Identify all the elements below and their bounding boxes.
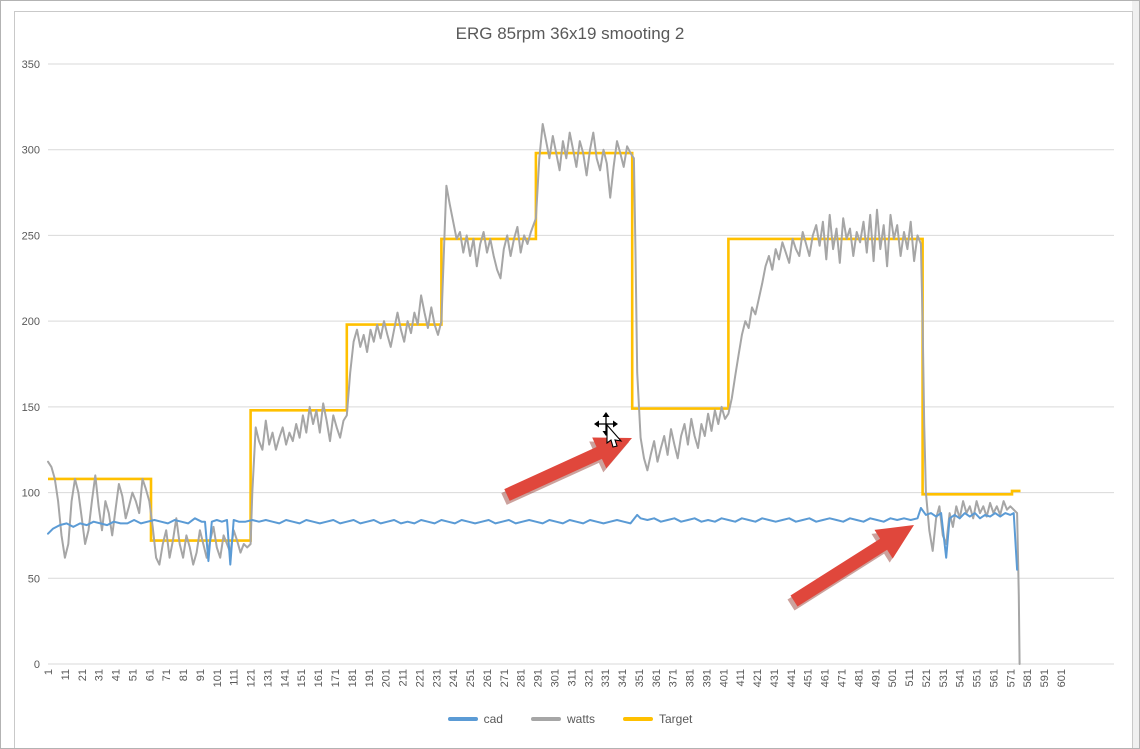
x-tick-label: 1 bbox=[43, 669, 55, 675]
x-tick-label: 491 bbox=[870, 669, 882, 687]
legend-item-watts[interactable]: watts bbox=[530, 712, 595, 726]
x-tick-label: 571 bbox=[1005, 669, 1017, 687]
cad-line[interactable] bbox=[47, 507, 1019, 571]
x-tick-label: 161 bbox=[313, 669, 325, 687]
x-tick-label: 21 bbox=[77, 669, 89, 681]
legend-label: watts bbox=[566, 712, 595, 726]
x-tick-label: 471 bbox=[837, 669, 849, 687]
arrow-to-watts-drop[interactable] bbox=[504, 437, 632, 501]
y-tick-label: 350 bbox=[22, 59, 40, 71]
x-tick-label: 171 bbox=[330, 669, 342, 687]
x-tick-label: 41 bbox=[111, 669, 123, 681]
x-tick-label: 561 bbox=[988, 669, 1000, 687]
x-tick-label: 521 bbox=[921, 669, 933, 687]
move-cursor-icon bbox=[602, 412, 610, 417]
legend-label: cad bbox=[483, 712, 503, 726]
x-tick-label: 221 bbox=[414, 669, 426, 687]
legend-item-target[interactable]: Target bbox=[623, 712, 692, 726]
x-tick-label: 431 bbox=[769, 669, 781, 687]
x-tick-label: 111 bbox=[229, 669, 241, 686]
x-tick-label: 241 bbox=[448, 669, 460, 687]
y-tick-label: 100 bbox=[22, 488, 40, 500]
x-tick-label: 341 bbox=[617, 669, 629, 687]
x-tick-label: 251 bbox=[465, 669, 477, 687]
x-tick-label: 11 bbox=[60, 669, 72, 680]
move-cursor-icon bbox=[613, 420, 618, 428]
move-cursor-icon bbox=[594, 420, 599, 428]
x-tick-label: 391 bbox=[701, 669, 713, 687]
x-tick-label: 531 bbox=[938, 669, 950, 687]
x-tick-label: 451 bbox=[803, 669, 815, 687]
x-tick-label: 301 bbox=[549, 669, 561, 687]
x-tick-label: 501 bbox=[887, 669, 899, 687]
y-tick-label: 300 bbox=[22, 145, 40, 157]
x-tick-label: 121 bbox=[246, 669, 258, 687]
x-tick-label: 331 bbox=[600, 669, 612, 687]
x-tick-label: 61 bbox=[144, 669, 156, 681]
legend-swatch bbox=[623, 717, 653, 721]
x-tick-label: 511 bbox=[904, 669, 916, 687]
x-tick-label: 541 bbox=[955, 669, 967, 687]
x-tick-label: 421 bbox=[752, 669, 764, 687]
pointer-cursor-icon bbox=[606, 423, 623, 448]
x-tick-label: 181 bbox=[347, 669, 359, 687]
legend-swatch bbox=[530, 717, 561, 721]
x-tick-label: 591 bbox=[1039, 669, 1051, 687]
x-tick-label: 351 bbox=[634, 669, 646, 687]
x-tick-label: 131 bbox=[262, 669, 274, 687]
chart-title[interactable]: ERG 85rpm 36x19 smooting 2 bbox=[455, 24, 685, 43]
x-tick-label: 461 bbox=[820, 669, 832, 687]
y-tick-label: 50 bbox=[28, 573, 40, 585]
x-tick-label: 581 bbox=[1022, 669, 1034, 687]
x-tick-label: 261 bbox=[482, 669, 494, 687]
x-tick-label: 281 bbox=[516, 669, 528, 687]
x-tick-label: 31 bbox=[94, 669, 106, 681]
x-tick-label: 91 bbox=[195, 669, 207, 681]
chart-legend: cad watts Target bbox=[15, 712, 1125, 726]
x-tick-label: 361 bbox=[651, 669, 663, 687]
x-tick-label: 141 bbox=[279, 669, 291, 687]
x-tick-label: 191 bbox=[364, 669, 376, 687]
x-tick-label: 151 bbox=[296, 669, 308, 687]
x-tick-label: 101 bbox=[212, 669, 224, 687]
x-tick-label: 81 bbox=[178, 669, 190, 681]
y-tick-label: 0 bbox=[34, 659, 40, 671]
x-tick-label: 411 bbox=[735, 669, 747, 687]
legend-swatch bbox=[447, 717, 478, 721]
x-tick-label: 201 bbox=[381, 669, 393, 687]
y-tick-label: 250 bbox=[22, 230, 40, 242]
x-tick-label: 271 bbox=[499, 669, 511, 687]
x-tick-label: 601 bbox=[1056, 669, 1068, 687]
legend-item-cad[interactable]: cad bbox=[447, 712, 503, 726]
x-tick-label: 51 bbox=[127, 669, 139, 681]
watts-line[interactable] bbox=[47, 123, 1021, 665]
x-tick-label: 371 bbox=[668, 669, 680, 687]
y-tick-label: 200 bbox=[22, 316, 40, 328]
y-tick-label: 150 bbox=[22, 402, 40, 414]
arrow-to-cad-line[interactable] bbox=[790, 525, 915, 607]
x-tick-label: 321 bbox=[583, 669, 595, 687]
x-tick-label: 311 bbox=[566, 669, 578, 687]
x-tick-label: 291 bbox=[533, 669, 545, 687]
worksheet-edge-strip bbox=[1132, 1, 1139, 748]
x-tick-label: 231 bbox=[431, 669, 443, 687]
x-tick-label: 481 bbox=[853, 669, 865, 687]
x-tick-label: 551 bbox=[972, 669, 984, 687]
chart-frame[interactable]: ERG 85rpm 36x19 smooting 2 cad watts Targe… bbox=[14, 11, 1133, 748]
x-tick-label: 441 bbox=[786, 669, 798, 687]
x-tick-label: 401 bbox=[718, 669, 730, 687]
x-tick-label: 381 bbox=[685, 669, 697, 687]
x-tick-label: 71 bbox=[161, 669, 173, 681]
x-tick-label: 211 bbox=[398, 669, 410, 687]
legend-label: Target bbox=[659, 712, 693, 726]
